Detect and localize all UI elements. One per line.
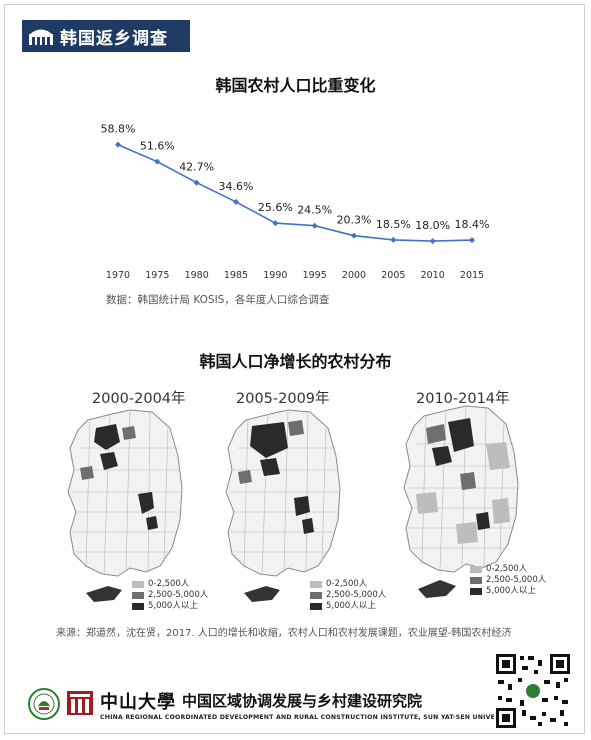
data-label: 24.5% bbox=[297, 204, 332, 217]
legend-item: 0-2,500人 bbox=[310, 579, 386, 590]
x-tick-label: 2015 bbox=[460, 270, 484, 281]
legend-label: 2,500-5,000人 bbox=[148, 590, 209, 600]
data-point bbox=[469, 237, 475, 244]
korea-map-2005-2009 bbox=[225, 409, 341, 602]
legend-swatch bbox=[470, 566, 482, 573]
data-label: 18.5% bbox=[376, 218, 411, 231]
legend-label: 5,000人以上 bbox=[148, 601, 198, 611]
qr-code-icon bbox=[494, 652, 572, 730]
legend-swatch bbox=[310, 603, 322, 610]
map-caption-2: 2005-2009年 bbox=[236, 391, 330, 407]
x-tick-label: 1995 bbox=[303, 270, 327, 281]
data-point bbox=[311, 222, 318, 229]
x-tick-label: 2005 bbox=[381, 270, 405, 281]
line-chart-source: 数据：韩国统计局 KOSIS，各年度人口综合调查 bbox=[106, 294, 330, 306]
x-tick-label: 1970 bbox=[106, 270, 130, 281]
legend-swatch bbox=[132, 603, 144, 610]
line-chart: 58.8% 1970 51.6% 1975 42.7% 1980 34.6% 1985 25.6… bbox=[101, 123, 490, 281]
legend-swatch bbox=[310, 592, 322, 599]
data-point bbox=[351, 232, 357, 239]
data-point bbox=[154, 158, 161, 165]
legend-label: 0-2,500人 bbox=[326, 579, 368, 589]
legend-swatch bbox=[310, 581, 322, 588]
data-label: 18.4% bbox=[455, 218, 490, 231]
legend-swatch bbox=[132, 581, 144, 588]
header-badge: 韩国返乡调查 bbox=[22, 20, 190, 52]
map-caption-3: 2010-2014年 bbox=[416, 391, 510, 407]
legend-swatch bbox=[470, 588, 482, 595]
x-tick-label: 1975 bbox=[145, 270, 169, 281]
x-tick-label: 1980 bbox=[185, 270, 209, 281]
line-chart-title: 韩国农村人口比重变化 bbox=[215, 76, 376, 95]
data-label: 42.7% bbox=[179, 161, 214, 174]
maps-title: 韩国人口净增长的农村分布 bbox=[199, 352, 392, 371]
x-tick-label: 2000 bbox=[342, 270, 366, 281]
institute-name: 中国区域协调发展与乡村建设研究院 bbox=[182, 692, 423, 710]
legend-swatch bbox=[470, 577, 482, 584]
legend-label: 0-2,500人 bbox=[486, 564, 528, 574]
data-point bbox=[272, 220, 279, 227]
data-point bbox=[429, 238, 436, 245]
map-caption-1: 2000-2004年 bbox=[92, 391, 186, 407]
data-label: 34.6% bbox=[219, 180, 254, 193]
legend-item: 2,500-5,000人 bbox=[132, 590, 208, 601]
university-name: 中山大學 bbox=[100, 692, 176, 713]
data-label: 51.6% bbox=[140, 140, 175, 153]
legend-item: 2,500-5,000人 bbox=[310, 590, 386, 601]
legend-map-1: 0-2,500人 2,500-5,000人 5,000人以上 bbox=[132, 579, 208, 612]
legend-label: 2,500-5,000人 bbox=[326, 590, 387, 600]
institute-logo-icon bbox=[29, 29, 53, 45]
university-gate-logo-icon bbox=[67, 691, 93, 715]
legend-label: 5,000人以上 bbox=[486, 586, 536, 596]
data-point bbox=[193, 179, 200, 186]
data-label: 18.0% bbox=[415, 219, 450, 232]
legend-item: 2,500-5,000人 bbox=[470, 575, 546, 586]
data-label: 58.8% bbox=[101, 123, 136, 136]
legend-map-3: 0-2,500人 2,500-5,000人 5,000人以上 bbox=[470, 564, 546, 597]
data-point bbox=[233, 198, 239, 205]
institute-english-name: CHINA REGIONAL COORDINATED DEVELOPMENT A… bbox=[100, 714, 517, 721]
page-frame bbox=[4, 4, 585, 734]
legend-label: 5,000人以上 bbox=[326, 601, 376, 611]
x-tick-label: 2010 bbox=[421, 270, 445, 281]
data-label: 25.6% bbox=[258, 201, 293, 214]
x-tick-label: 1990 bbox=[263, 270, 287, 281]
korea-map-2010-2014 bbox=[403, 405, 519, 598]
header-badge-text: 韩国返乡调查 bbox=[60, 28, 168, 49]
legend-label: 0-2,500人 bbox=[148, 579, 190, 589]
legend-item: 0-2,500人 bbox=[470, 564, 546, 575]
x-tick-label: 1985 bbox=[224, 270, 248, 281]
legend-map-2: 0-2,500人 2,500-5,000人 5,000人以上 bbox=[310, 579, 386, 612]
footer: 中山大學 中国区域协调发展与乡村建设研究院 CHINA REGIONAL COO… bbox=[0, 652, 591, 734]
data-point bbox=[390, 236, 397, 243]
data-point bbox=[115, 141, 121, 148]
legend-swatch bbox=[132, 592, 144, 599]
maps-source: 来源：郑道然，沈在贤，2017. 人口的增长和收缩，农村人口和农村发展课题，农业… bbox=[56, 628, 512, 639]
korea-map-2000-2004 bbox=[67, 409, 183, 602]
legend-item: 0-2,500人 bbox=[132, 579, 208, 590]
legend-item: 5,000人以上 bbox=[470, 586, 546, 597]
legend-item: 5,000人以上 bbox=[310, 601, 386, 612]
institute-seal-icon bbox=[28, 688, 60, 720]
data-label: 20.3% bbox=[337, 214, 372, 227]
series-line bbox=[117, 143, 473, 242]
legend-item: 5,000人以上 bbox=[132, 601, 208, 612]
legend-label: 2,500-5,000人 bbox=[486, 575, 547, 585]
